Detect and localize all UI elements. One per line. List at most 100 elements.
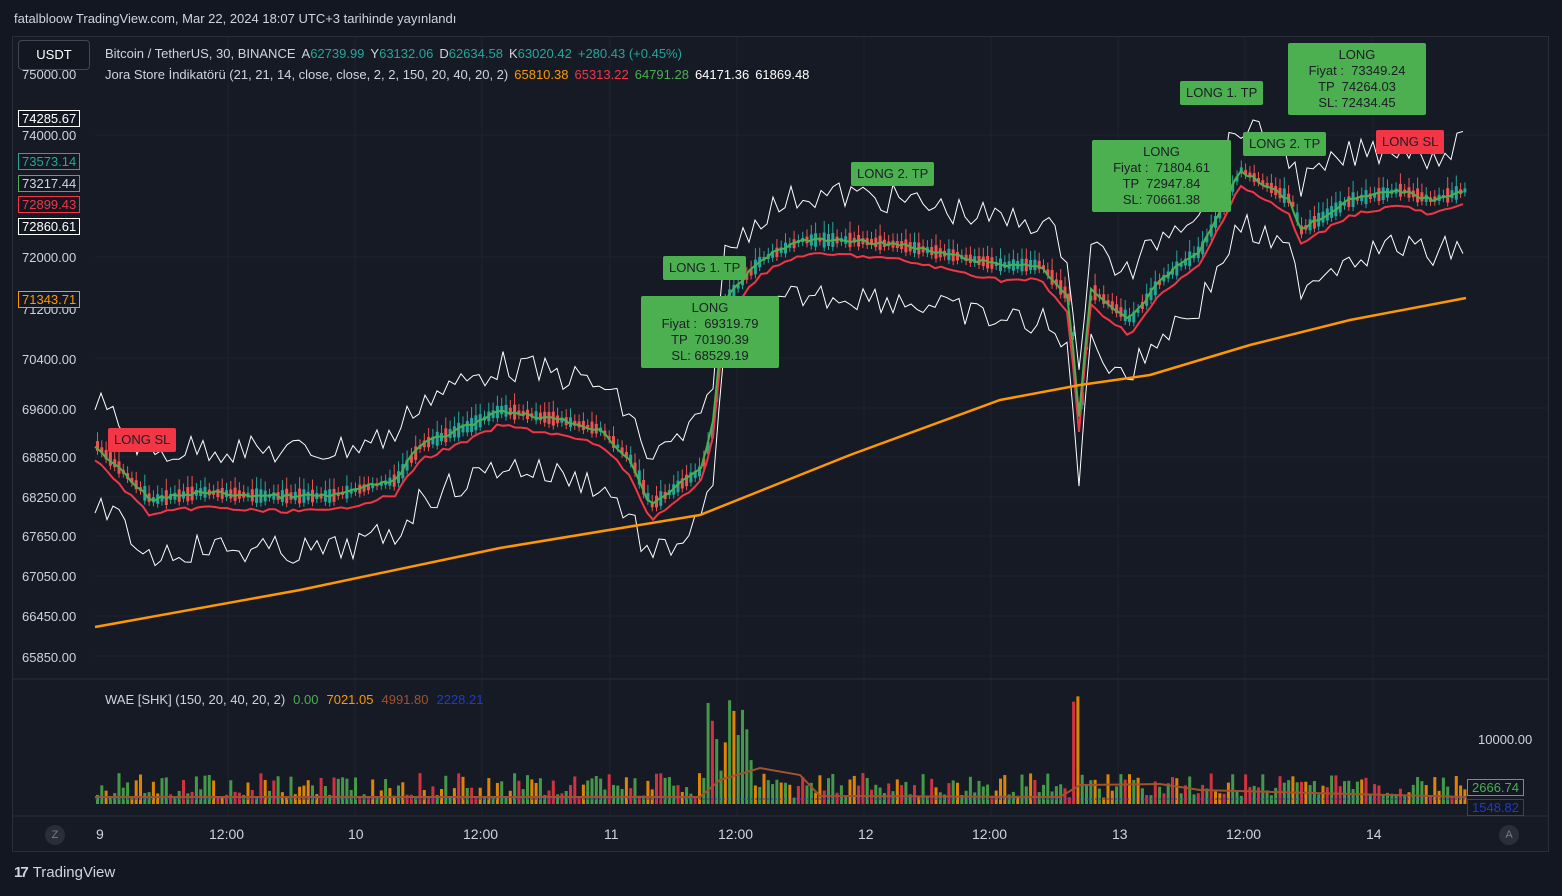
wae-bar [612,784,615,804]
long-entry-tag[interactable]: LONG Fiyat : 73349.24 TP 74264.03 SL: 72… [1288,43,1426,115]
wae-bar [663,777,667,804]
long-tp1-tag[interactable]: LONG 1. TP [663,256,747,280]
candle-body [108,452,112,466]
candle-body [461,424,465,433]
wae-bar [431,786,435,804]
high-label: Y [370,46,380,61]
lower-band-line [94,212,1464,567]
green-ma-line [94,169,1464,505]
wae-bar [689,793,693,804]
indicator-name: Jora Store İndikatörü (21, 21, 14, close… [105,67,509,82]
wae-bar [1308,785,1312,804]
time-tick: 12:00 [718,826,754,842]
long-sl-tag[interactable]: LONG SL [108,428,177,452]
symbol-legend[interactable]: Bitcoin / TetherUS, 30, BINANCE A62739.99… [105,46,688,61]
wae-bar [766,780,770,804]
wae-bar [844,795,848,804]
wae-bar [1454,776,1458,804]
wae-bar [1020,774,1024,804]
auto-scale-button[interactable]: A [1499,825,1519,845]
wae-bar [710,720,714,804]
brand-name: TradingView [32,864,116,881]
long-entry-tag[interactable]: LONG Fiyat : 71804.61 TP 72947.84 SL: 70… [1092,140,1231,212]
candle-body [173,492,177,500]
wae-bar [796,786,800,804]
wae-bar [887,783,891,804]
wae-bar [947,783,951,804]
wae-bar [465,787,469,804]
sub-indicator-legend[interactable]: WAE [SHK] (150, 20, 40, 20, 2) 0.00 7021.0… [105,692,491,707]
wae-bar [1175,778,1179,804]
candle-body [1463,188,1467,193]
indicator-legend[interactable]: Jora Store İndikatörü (21, 21, 14, close… [105,67,815,82]
wae-bar [581,784,585,804]
wae-bar [384,779,388,804]
wae-bar [633,778,637,804]
long-tp2-tag[interactable]: LONG 2. TP [851,162,935,186]
chart-frame[interactable] [12,36,1549,852]
wae-bar [207,774,211,804]
wae-bar [504,796,508,804]
wae-bar [461,776,465,804]
wae-bar [298,786,302,804]
currency-button[interactable]: USDT [18,40,90,70]
wae-bar [530,779,534,804]
long-tp2-tag[interactable]: LONG 2. TP [1243,132,1327,156]
indicator-value-3: 64791.28 [634,67,689,82]
wae-bar [414,796,418,804]
price-tick: 67050.00 [22,569,77,584]
wae-bar [560,793,564,804]
wae-bar [108,796,112,804]
wae-bar [1459,785,1463,804]
wae-bar [1007,794,1011,804]
wae-bar [225,794,228,804]
wae-bar [100,785,104,804]
long-entry-tag[interactable]: LONG Fiyat : 69319.79 TP 70190.39 SL: 68… [641,296,779,368]
wae-bar [1205,788,1209,804]
candle-body [1183,258,1187,266]
candle-body [508,407,512,416]
price-tick: 70400.00 [22,352,77,367]
wae-bar [1231,774,1235,804]
candle-body [302,489,306,503]
wae-bar [1321,785,1325,804]
wae-bar [857,785,861,804]
candle-body [870,238,873,246]
wae-bar [956,782,959,804]
wae-bar [341,777,345,804]
wae-bar [1450,796,1454,804]
footer-brand[interactable]: 17 TradingView [14,864,115,881]
candle-body [964,254,968,262]
candle-body [1067,293,1071,302]
wae-bar [323,786,327,804]
indicator-value-4: 64171.36 [694,67,750,82]
candle-body [706,442,710,454]
wae-bar [280,792,284,804]
candle-body [736,284,740,289]
candle-body [1132,311,1136,323]
candle-body [620,447,624,454]
wae-bar [999,778,1002,804]
candle-body [569,417,572,428]
wae-bar [1437,790,1441,804]
time-tick: 12:00 [463,826,499,842]
time-tick: 11 [604,826,619,842]
wae-bar [1059,784,1063,804]
candle-body [1373,193,1377,198]
wae-bar [788,784,792,804]
candle-body [874,237,878,248]
wae-bar [160,778,164,804]
zoom-z-button[interactable]: Z [45,825,65,845]
candle-body [306,491,310,501]
sub-box-green: 2666.74 [1467,779,1524,796]
long-tp1-tag[interactable]: LONG 1. TP [1180,81,1264,105]
long-sl-tag[interactable]: LONG SL [1376,130,1445,154]
price-tick: 67650.00 [22,529,77,544]
candle-body [904,239,908,253]
indicator-value-1: 65810.38 [514,67,569,82]
wae-bar [801,777,805,804]
wae-bar [1420,781,1424,804]
wae-bar [900,785,904,804]
candle-body [1282,188,1286,203]
